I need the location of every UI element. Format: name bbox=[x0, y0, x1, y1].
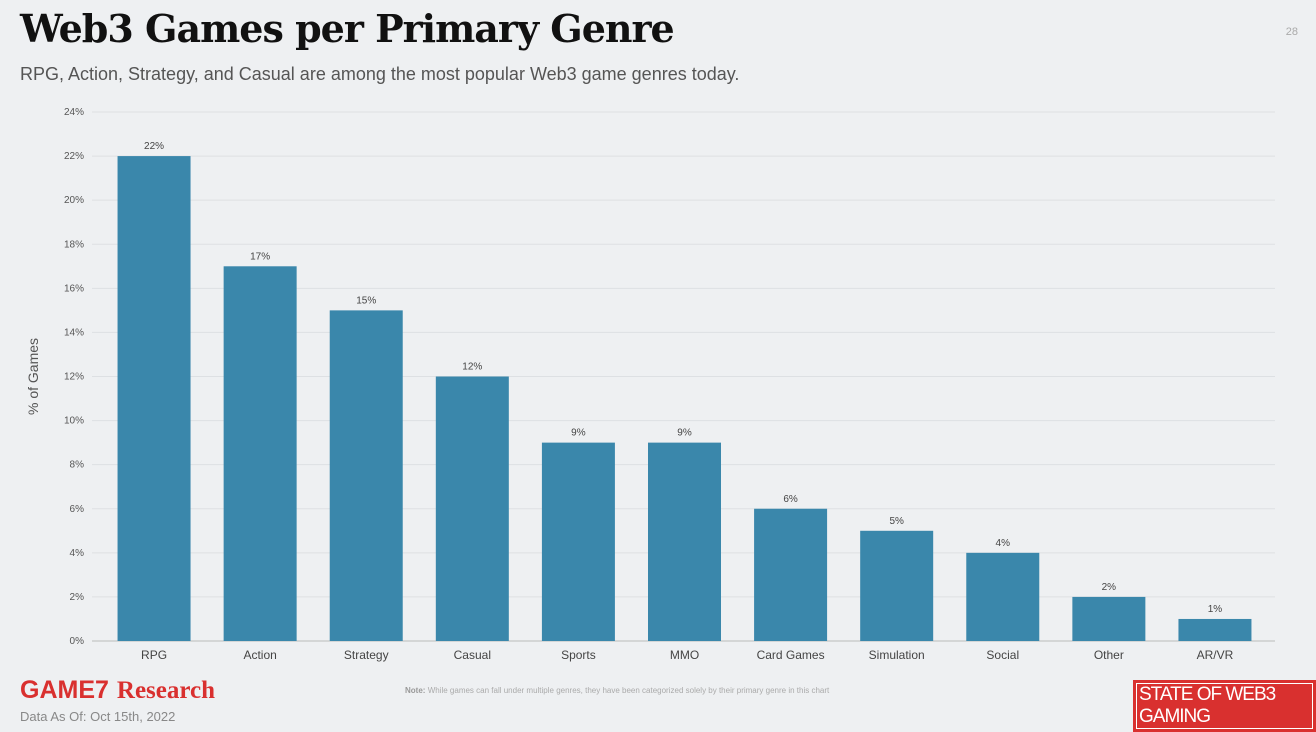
x-tick-label: Simulation bbox=[869, 648, 925, 662]
page-number: 28 bbox=[1285, 26, 1298, 38]
data-label: 17% bbox=[250, 251, 270, 262]
y-tick-label: 20% bbox=[64, 195, 84, 206]
x-tick-label: Sports bbox=[561, 648, 596, 662]
x-tick-label: Other bbox=[1094, 648, 1124, 662]
bar bbox=[754, 508, 828, 641]
x-tick-label: MMO bbox=[670, 648, 699, 662]
x-tick-label: Action bbox=[243, 648, 276, 662]
y-tick-label: 2% bbox=[70, 592, 85, 603]
x-tick-label: AR/VR bbox=[1197, 648, 1234, 662]
bar bbox=[223, 266, 297, 641]
note-label: Note: bbox=[405, 686, 426, 695]
y-tick-label: 16% bbox=[64, 283, 84, 294]
page-subtitle: RPG, Action, Strategy, and Casual are am… bbox=[20, 64, 740, 84]
page-title: Web3 Games per Primary Genre bbox=[20, 6, 675, 51]
y-tick-label: 8% bbox=[70, 460, 85, 471]
y-tick-label: 14% bbox=[64, 327, 84, 338]
y-tick-label: 4% bbox=[70, 548, 85, 559]
data-label: 6% bbox=[783, 494, 798, 505]
bar bbox=[541, 442, 615, 641]
y-axis-label: % of Games bbox=[25, 338, 41, 415]
game7-logo: GAME7 Research bbox=[20, 676, 215, 705]
data-label: 5% bbox=[889, 516, 904, 527]
state-of-web3-gaming-badge: STATE OF WEB3 GAMING bbox=[1133, 680, 1316, 732]
y-tick-label: 10% bbox=[64, 416, 84, 427]
bar bbox=[117, 156, 191, 642]
data-label: 12% bbox=[462, 362, 482, 373]
logo-suffix: Research bbox=[116, 677, 216, 704]
x-tick-label: Card Games bbox=[757, 648, 825, 662]
data-date: Data As Of: Oct 15th, 2022 bbox=[20, 709, 176, 724]
y-tick-label: 24% bbox=[64, 107, 84, 118]
chart-note: Note: While games can fall under multipl… bbox=[405, 686, 829, 695]
data-label: 9% bbox=[677, 428, 692, 439]
x-tick-label: RPG bbox=[141, 648, 167, 662]
x-tick-label: Casual bbox=[454, 648, 491, 662]
y-tick-label: 18% bbox=[64, 239, 84, 250]
y-tick-label: 12% bbox=[64, 372, 84, 383]
bar bbox=[435, 376, 509, 641]
data-label: 15% bbox=[356, 295, 376, 306]
bar bbox=[966, 552, 1040, 641]
data-label: 22% bbox=[144, 141, 164, 152]
x-tick-label: Strategy bbox=[344, 648, 389, 662]
bar bbox=[648, 442, 721, 641]
x-tick-label: Social bbox=[986, 648, 1019, 662]
y-tick-label: 6% bbox=[70, 504, 85, 515]
y-tick-label: 22% bbox=[64, 151, 84, 162]
bar bbox=[1072, 596, 1146, 641]
y-tick-label: 0% bbox=[70, 636, 85, 647]
bar bbox=[860, 530, 934, 641]
data-label: 9% bbox=[571, 428, 586, 439]
logo-brand: GAME7 bbox=[20, 676, 109, 704]
note-text: While games can fall under multiple genr… bbox=[427, 686, 830, 695]
bar bbox=[329, 310, 403, 641]
bar bbox=[1178, 618, 1252, 641]
data-label: 2% bbox=[1102, 582, 1117, 593]
data-label: 4% bbox=[996, 538, 1011, 549]
data-label: 1% bbox=[1208, 604, 1223, 615]
